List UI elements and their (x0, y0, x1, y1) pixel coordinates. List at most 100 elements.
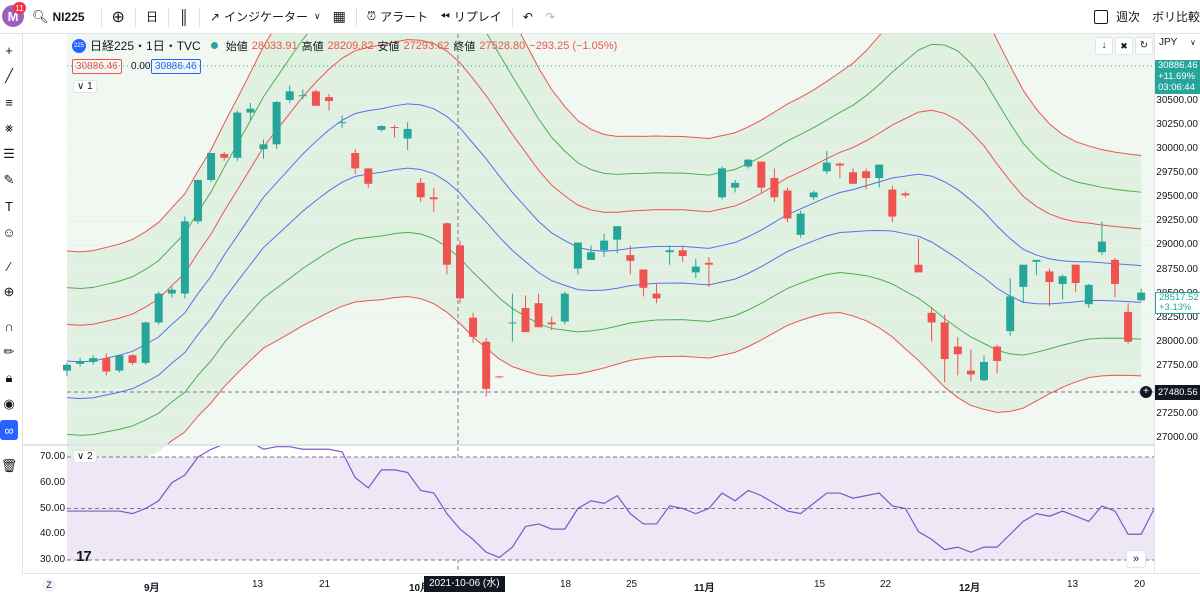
refresh-icon: ↻ (1139, 40, 1149, 51)
price-axis[interactable]: JPY ∨ 30500.00 30250.00 30000.00 29750.00 29… (1140, 34, 1200, 573)
candle-body (966, 370, 975, 375)
delete-tool[interactable]: 🗑︎ (0, 456, 18, 476)
scroll-right-button[interactable]: » (1126, 550, 1146, 568)
time-tick-label: 10月 (409, 583, 431, 594)
trendline-icon: ╱ (5, 68, 13, 83)
eye-icon: ◉ (3, 396, 15, 411)
pane1-collapse[interactable]: ∨ 1 (73, 80, 97, 93)
rsi-tick-label: 60.00 (40, 476, 66, 488)
add-symbol-button[interactable]: ⊕ (106, 0, 131, 33)
brush-tool[interactable]: ✎ (0, 170, 18, 190)
candle-body (600, 240, 609, 251)
price-chart[interactable] (22, 34, 1154, 573)
divider (167, 6, 169, 27)
time-tick-label: 18 (560, 579, 572, 590)
hide-tool[interactable]: ◉ (0, 394, 18, 414)
redo-button[interactable]: ↷ (539, 0, 561, 33)
candle-body (731, 182, 740, 188)
layouts-button[interactable]: ▦ (327, 0, 352, 33)
price-tick-label: 27000.00 (1156, 432, 1198, 443)
chart-type-button[interactable]: ║ (173, 0, 195, 33)
price-tick-label: 30000.00 (1156, 143, 1198, 155)
rsi-tick-label: 70.00 (40, 451, 66, 462)
candle-body (744, 159, 753, 167)
compare-button[interactable]: ボリ比較 (1151, 10, 1200, 24)
symbol-search[interactable]: 🔍︎ NI225 (26, 0, 91, 33)
candle-body (560, 293, 569, 322)
candle-body (141, 322, 150, 363)
user-menu[interactable]: M 11 (0, 0, 26, 33)
trendline-tool[interactable]: ╱ (0, 66, 18, 86)
keep-drawing-tool[interactable]: ✏ (0, 342, 18, 362)
projection-tool[interactable]: ☰ (0, 144, 18, 164)
candle-body (1045, 271, 1054, 283)
sell-price-box[interactable]: 30886.46 (72, 59, 122, 74)
open-value: 28033.91 (251, 39, 298, 52)
candle-body (154, 293, 163, 323)
undo-button[interactable]: ↶ (517, 0, 539, 33)
pane2-collapse[interactable]: ∨ 2 (73, 450, 97, 463)
emoji-tool[interactable]: ☺ (0, 222, 18, 242)
candle-body (796, 213, 805, 235)
zoom-tool[interactable]: ⊕ (0, 282, 18, 302)
price-tick-label: 29500.00 (1156, 191, 1198, 203)
undo-icon: ↶ (522, 9, 533, 24)
divider (198, 6, 200, 27)
candle-body (770, 178, 779, 198)
upper-band-3 (67, 34, 1142, 253)
add-alert-icon[interactable]: + (1140, 386, 1152, 398)
pane-separator[interactable] (22, 444, 1200, 446)
timezone-button[interactable]: Z (42, 578, 56, 592)
pattern-tool[interactable]: ⨳ (0, 118, 18, 138)
replay-label: リプレイ (453, 10, 502, 24)
low-value: 27293.62 (403, 39, 450, 52)
candle-body (547, 322, 556, 325)
arrow-down-icon: ↓ (1101, 40, 1107, 51)
alert-button[interactable]: ⏰︎ アラート (361, 0, 434, 33)
ruler-tool[interactable]: ∕ (0, 256, 18, 276)
lock-tool[interactable]: 🔒︎ (0, 368, 18, 388)
chevron-down-icon: ∨ (77, 451, 85, 462)
lower-band-1 (67, 167, 1142, 400)
tradingview-logo: 17 (76, 548, 92, 565)
maximize-button[interactable]: ✖ (1115, 37, 1133, 55)
lower-band-2 (67, 231, 1142, 436)
magnet-tool[interactable]: ∩ (0, 316, 18, 336)
interval-button[interactable]: 日 (145, 10, 158, 24)
text-tool[interactable]: T (0, 196, 18, 216)
indicators-button[interactable]: ↗ インジケーター ∨ (204, 0, 327, 33)
time-tick-label: 15 (814, 579, 826, 590)
candle-body (613, 226, 622, 240)
high-value: 28209.82 (327, 39, 374, 52)
weekly-toggle[interactable]: 週次 (1088, 0, 1146, 33)
magnet-icon: ∩ (4, 318, 14, 334)
currency-select[interactable]: JPY ∨ (1159, 37, 1196, 48)
lower-band-3 (167, 296, 1142, 444)
trash-icon: 🗑︎ (0, 458, 18, 473)
candle-body (534, 303, 543, 328)
candle-body (953, 346, 962, 355)
buy-price-box[interactable]: 30886.46 (151, 59, 201, 74)
candle-body (809, 192, 818, 198)
price-tick-label: 29000.00 (1156, 239, 1198, 251)
current-price-tag: 28517.52 +3.13% (1155, 292, 1200, 314)
reset-button[interactable]: ↻ (1135, 37, 1153, 55)
scroll-down-button[interactable]: ↓ (1095, 37, 1113, 55)
price-tick-label: 27750.00 (1156, 359, 1198, 371)
candle-body (128, 355, 137, 363)
rsi-line (67, 446, 1154, 559)
last-pct: +11.69% (1158, 71, 1196, 82)
time-tick-label: 22 (880, 579, 892, 590)
candle-body (311, 91, 320, 106)
time-axis[interactable]: Z 9月132110月11182511月152212月1320 2021-10-… (22, 573, 1200, 598)
candle-body (1097, 241, 1106, 253)
link-tool[interactable]: ∞ (0, 420, 18, 440)
indicators-icon: ↗ (209, 9, 220, 24)
candle-body (835, 163, 844, 166)
crosshair-tool[interactable]: + (0, 40, 18, 60)
status-dot-icon (210, 42, 218, 49)
brush-icon: ✎ (3, 172, 15, 187)
fib-tool[interactable]: ≡ (0, 92, 18, 112)
spread-value: 0.00 (131, 61, 151, 72)
replay-button[interactable]: ⏪︎ リプレイ (434, 0, 508, 33)
